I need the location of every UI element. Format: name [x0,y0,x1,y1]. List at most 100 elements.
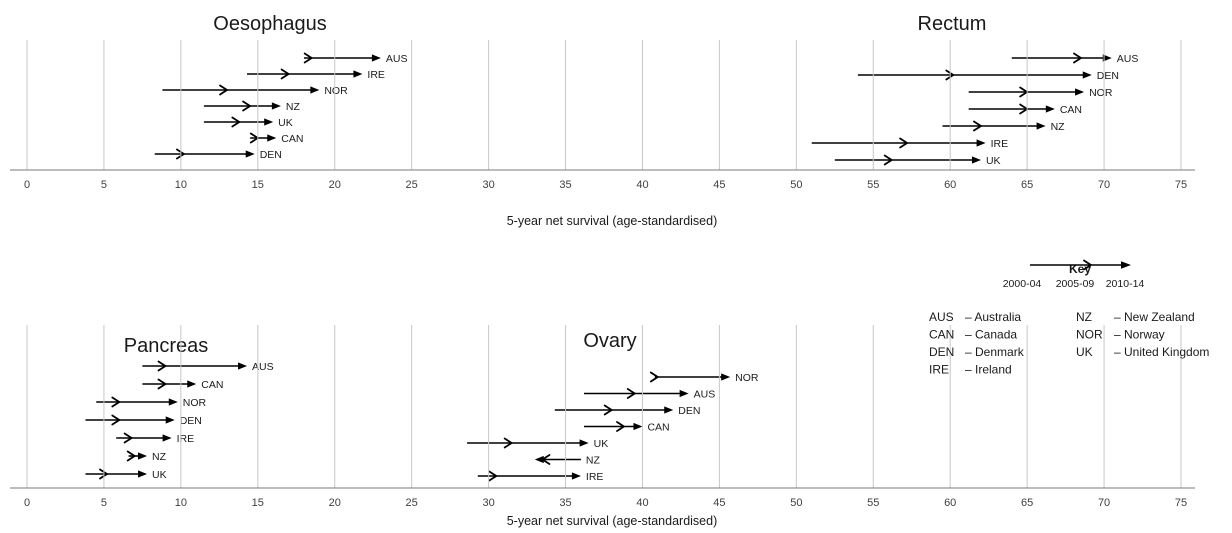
arrow-midpoint [626,388,636,399]
x-tick-label: 40 [636,497,648,509]
arrow-can [583,421,643,432]
country-label: UK [152,469,167,481]
country-label: UK [986,155,1001,167]
x-tick-label: 30 [482,497,494,509]
x-tick-label: 15 [252,179,264,191]
panel-title: Ovary [583,330,636,352]
legend-code: AUS [929,310,954,324]
panel-ovary: Ovary NOR AUS DEN CAN UK NZ IRE [467,330,759,483]
arrow-nz [942,120,1046,132]
arrow-nor [162,84,320,96]
x-tick-label: 70 [1098,497,1110,509]
arrow-head [721,373,731,381]
arrow-midpoint [123,432,133,444]
legend-name: – Norway [1114,328,1165,342]
x-tick-label: 35 [559,497,571,509]
arrow-den [857,69,1092,81]
legend-code: UK [1076,345,1093,359]
key-arrow-midpoint [1083,259,1092,271]
arrow-head [1036,122,1046,130]
x-tick-label: 20 [329,497,341,509]
x-tick-label: 25 [406,179,418,191]
x-tick-label: 55 [867,179,879,191]
legend-name: – Ireland [965,363,1012,377]
x-tick-label: 45 [713,497,725,509]
country-label: NOR [1089,87,1113,99]
x-tick-label: 50 [790,497,802,509]
arrow-head [238,362,248,370]
arrow-ire [811,137,986,149]
arrow-nor [649,371,731,383]
legend-name: – Denmark [965,345,1025,359]
x-tick-label: 55 [867,497,879,509]
legend-name: – United Kingdom [1114,345,1209,359]
x-tick-label: 65 [1021,497,1033,509]
x-tick-label: 40 [636,179,648,191]
x-tick-label: 35 [559,179,571,191]
x-tick-label: 10 [175,179,187,191]
key-panel: Key 2000-04 2005-09 2010-14 AUS – Austral… [929,259,1209,377]
legend-code: NZ [1076,310,1092,324]
arrow-midpoint [503,437,513,449]
arrow-midpoint [176,148,185,160]
arrow-head [162,434,172,442]
arrow-head [971,156,981,164]
arrow-nz [534,454,581,465]
x-tick-label: 30 [482,179,494,191]
arrow-midpoint [242,100,252,112]
arrow-midpoint [616,421,625,432]
arrow-aus [142,360,248,372]
arrow-den [85,414,175,426]
panel-pancreas: Pancreas AUS CAN NOR DEN IRE NZ UK [85,335,274,481]
x-tick-label: 5 [101,497,107,509]
country-label: DEN [180,415,202,427]
arrow-nor [96,396,178,408]
arrow-head [579,439,589,447]
arrow-head [1082,71,1092,79]
arrow-midpoint [603,404,613,416]
arrow-midpoint [303,52,313,64]
country-label: AUS [252,361,274,373]
country-label: AUS [386,53,408,65]
arrow-head [1045,105,1055,113]
key-period-end: 2010-14 [1106,278,1145,290]
country-label: CAN [647,422,669,434]
x-tick-label: 25 [406,497,418,509]
x-tick-label: 0 [24,497,30,509]
country-label: NOR [735,372,759,384]
country-label: IRE [177,433,195,445]
arrow-head [264,118,274,126]
arrow-head [1102,54,1112,62]
arrow-midpoint [883,154,893,166]
bottom-axis: 0 5 10 15 20 25 30 35 40 45 50 55 60 65 70 75 5-year net… [10,325,1195,528]
x-tick-label: 5 [101,179,107,191]
arrow-head [353,70,363,78]
country-label: IRE [991,138,1009,150]
country-label: CAN [1060,104,1082,116]
panel-title: Oesophagus [213,13,326,35]
legend-code: NOR [1076,328,1103,342]
arrow-head [271,102,281,110]
x-tick-label: 0 [24,179,30,191]
panel-title: Rectum [918,13,987,35]
country-label: NZ [586,455,601,467]
arrow-head [310,86,320,94]
legend-code: DEN [929,345,954,359]
country-label: UK [594,438,609,450]
arrow-aus [583,388,689,399]
arrow-head [976,139,986,147]
arrow-aus [303,52,381,64]
x-tick-label: 10 [175,497,187,509]
country-label: NZ [1051,121,1066,133]
arrow-midpoint [649,371,659,383]
x-tick-label: 60 [944,497,956,509]
country-label: IRE [586,471,604,483]
arrow-ire [116,432,172,444]
arrow-nz [203,100,281,112]
country-label: AUS [694,389,716,401]
arrow-nor [968,86,1085,98]
x-tick-label: 75 [1175,179,1187,191]
x-tick-label: 50 [790,179,802,191]
arrow-head [245,150,255,158]
country-label: AUS [1117,53,1139,65]
